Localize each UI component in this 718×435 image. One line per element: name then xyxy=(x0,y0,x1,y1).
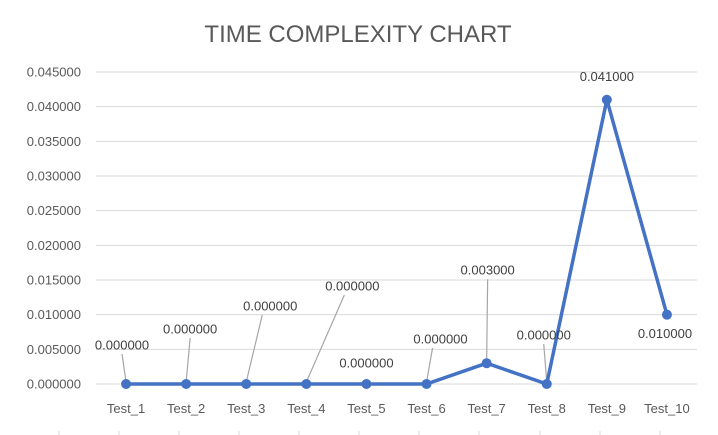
x-tick-label: Test_8 xyxy=(528,401,566,416)
leader-line xyxy=(486,279,489,362)
x-tick-label: Test_5 xyxy=(347,401,385,416)
y-tick-label: 0.020000 xyxy=(27,238,81,253)
y-tick-label: 0.035000 xyxy=(27,134,81,149)
y-tick-label: 0.015000 xyxy=(27,273,81,288)
data-point xyxy=(361,379,372,389)
x-axis: Test_1 Test_2 Test_3 Test_4 Test_5 Test_6 Test… xyxy=(58,401,690,435)
x-tick-label: Test_2 xyxy=(167,401,205,416)
y-tick-label: 0.025000 xyxy=(27,203,81,218)
data-point xyxy=(181,379,192,389)
data-labels: 0.000000 0.000000 0.000000 0.000000 0.000000… xyxy=(95,69,692,370)
x-tick-label: Test_3 xyxy=(227,401,265,416)
y-tick-label: 0.030000 xyxy=(27,169,81,184)
data-point xyxy=(601,94,612,105)
x-tick-label: Test_4 xyxy=(287,401,325,416)
chart-title: TIME COMPLEXITY CHART xyxy=(204,21,512,48)
data-point xyxy=(421,379,432,389)
series-layer xyxy=(121,94,672,389)
data-point xyxy=(661,309,672,320)
x-tick-label: Test_10 xyxy=(644,401,690,416)
leader-line xyxy=(121,353,127,383)
leader-line xyxy=(425,347,434,383)
y-tick-label: 0.045000 xyxy=(27,65,81,80)
data-label: 0.000000 xyxy=(243,299,297,314)
x-tick-label: Test_6 xyxy=(407,401,445,416)
y-tick-label: 0.010000 xyxy=(27,307,81,322)
y-tick-label: 0.000000 xyxy=(27,377,81,392)
data-point xyxy=(301,379,312,389)
leader-line xyxy=(245,314,263,383)
leader-line xyxy=(543,343,548,383)
data-label: 0.000000 xyxy=(517,328,571,343)
data-point xyxy=(121,379,132,389)
data-label: 0.003000 xyxy=(461,263,515,278)
data-point xyxy=(481,358,492,369)
x-tick-label: Test_1 xyxy=(107,401,145,416)
leader-line xyxy=(185,337,191,383)
data-label: 0.000000 xyxy=(339,356,393,371)
y-tick-label: 0.005000 xyxy=(27,342,81,357)
x-tick-label: Test_9 xyxy=(588,401,626,416)
data-label: 0.000000 xyxy=(325,279,379,294)
y-tick-label: 0.040000 xyxy=(27,99,81,114)
data-point xyxy=(541,379,552,389)
x-tick-label: Test_7 xyxy=(467,401,505,416)
data-label: 0.041000 xyxy=(580,69,634,84)
grid-layer xyxy=(96,71,697,385)
data-label: 0.000000 xyxy=(163,322,217,337)
series-line xyxy=(124,97,669,386)
leader-line xyxy=(305,294,345,383)
data-label: 0.000000 xyxy=(413,332,467,347)
leader-lines xyxy=(121,279,548,383)
y-axis: 0.000000 0.005000 0.010000 0.015000 0.020000… xyxy=(27,65,81,392)
data-label: 0.010000 xyxy=(638,326,692,341)
data-label: 0.000000 xyxy=(95,338,149,353)
data-point xyxy=(241,379,252,389)
